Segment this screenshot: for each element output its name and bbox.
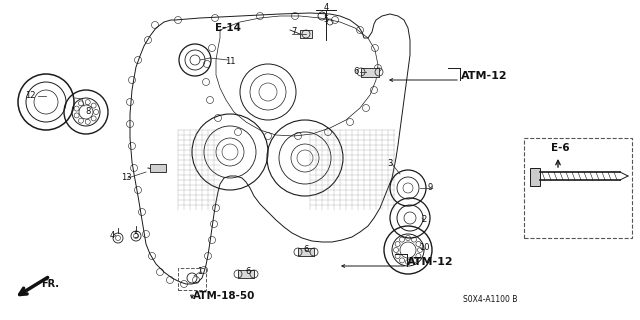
Text: 6: 6 xyxy=(303,245,308,254)
Bar xyxy=(300,30,312,38)
Text: 7: 7 xyxy=(291,28,297,36)
Text: 10: 10 xyxy=(419,244,429,252)
Text: 8: 8 xyxy=(85,108,91,116)
Text: S0X4-A1100 B: S0X4-A1100 B xyxy=(463,295,517,305)
Text: E-14: E-14 xyxy=(215,23,241,33)
Text: 2: 2 xyxy=(421,215,427,225)
Bar xyxy=(298,248,314,256)
Text: 12: 12 xyxy=(25,92,35,100)
Text: 4: 4 xyxy=(323,4,328,12)
Text: 9: 9 xyxy=(428,183,433,193)
Text: 11: 11 xyxy=(225,58,236,67)
Text: 6: 6 xyxy=(353,68,358,76)
Text: FR.: FR. xyxy=(41,279,59,289)
Text: 1: 1 xyxy=(197,268,203,276)
Text: 5: 5 xyxy=(323,15,328,25)
Bar xyxy=(238,270,254,278)
Text: 13: 13 xyxy=(121,173,131,182)
Text: 4: 4 xyxy=(109,231,115,241)
Text: 6: 6 xyxy=(245,268,251,276)
Bar xyxy=(178,268,206,290)
Bar xyxy=(524,138,632,238)
Text: E-6: E-6 xyxy=(550,143,570,153)
Text: ATM-12: ATM-12 xyxy=(406,257,453,267)
Bar xyxy=(530,168,540,186)
Text: 3: 3 xyxy=(387,159,393,169)
Text: ATM-18-50: ATM-18-50 xyxy=(193,291,255,301)
Bar xyxy=(361,68,379,77)
Bar xyxy=(150,164,166,172)
Text: 5: 5 xyxy=(133,231,139,241)
Text: ATM-12: ATM-12 xyxy=(461,71,508,81)
